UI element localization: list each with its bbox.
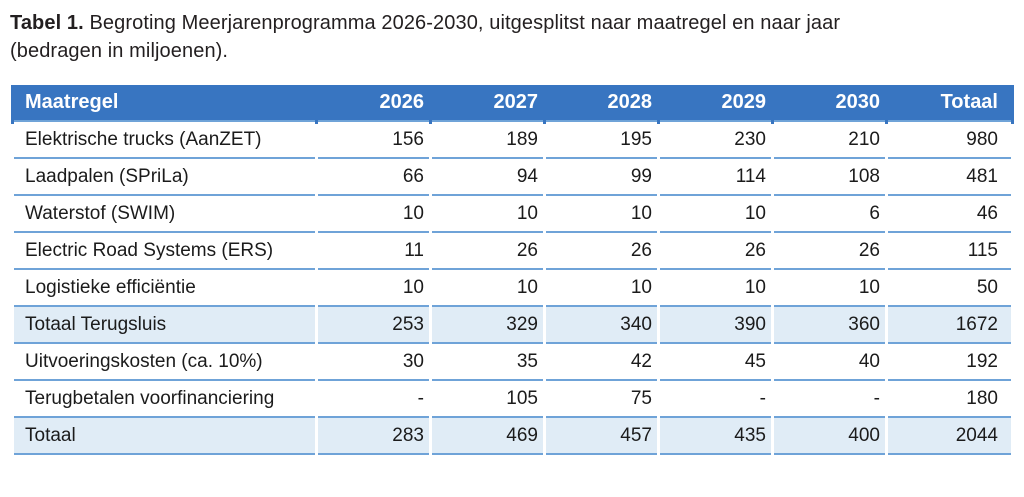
value-cell: 105: [432, 381, 543, 418]
row-label-cell: Elektrische trucks (AanZET): [14, 122, 315, 159]
value-cell: 66: [318, 159, 429, 196]
row-total-cell: 180: [888, 381, 1011, 418]
value-cell: 10: [774, 270, 885, 307]
table-caption: Tabel 1. Begroting Meerjarenprogramma 20…: [10, 9, 1010, 65]
column-header-2026: 2026: [318, 85, 429, 122]
row-label-cell: Totaal Terugsluis: [14, 307, 315, 344]
value-cell: -: [774, 381, 885, 418]
value-cell: 10: [546, 270, 657, 307]
value-cell: 108: [774, 159, 885, 196]
value-cell: 340: [546, 307, 657, 344]
caption-line2: (bedragen in miljoenen).: [10, 40, 229, 62]
value-cell: 10: [660, 270, 771, 307]
value-cell: 10: [660, 196, 771, 233]
table-header-bar: [11, 85, 1014, 124]
value-cell: 11: [318, 233, 429, 270]
value-cell: 26: [774, 233, 885, 270]
row-total-cell: 50: [888, 270, 1011, 307]
value-cell: 6: [774, 196, 885, 233]
value-cell: 45: [660, 344, 771, 381]
value-cell: 26: [432, 233, 543, 270]
value-cell: -: [318, 381, 429, 418]
table-row-electric-road-systems: Electric Road Systems (ERS) 11 26 26 26 …: [14, 233, 1011, 270]
value-cell: 390: [660, 307, 771, 344]
column-header-totaal: Totaal: [888, 85, 1011, 122]
row-label-cell: Waterstof (SWIM): [14, 196, 315, 233]
value-cell: 283: [318, 418, 429, 455]
row-total-cell: 192: [888, 344, 1011, 381]
value-cell: 26: [546, 233, 657, 270]
value-cell: 230: [660, 122, 771, 159]
value-cell: 10: [318, 196, 429, 233]
row-label-cell: Totaal: [14, 418, 315, 455]
value-cell: 156: [318, 122, 429, 159]
table-row-terugbetalen-voorfinanciering: Terugbetalen voorfinanciering - 105 75 -…: [14, 381, 1011, 418]
value-cell: 360: [774, 307, 885, 344]
row-total-cell: 115: [888, 233, 1011, 270]
value-cell: 457: [546, 418, 657, 455]
value-cell: 10: [546, 196, 657, 233]
row-total-cell: 2044: [888, 418, 1011, 455]
table-row-waterstof: Waterstof (SWIM) 10 10 10 10 6 46: [14, 196, 1011, 233]
value-cell: 210: [774, 122, 885, 159]
row-total-cell: 46: [888, 196, 1011, 233]
value-cell: 40: [774, 344, 885, 381]
caption-label: Tabel 1.: [10, 12, 84, 34]
table-row-totaal-terugsluis: Totaal Terugsluis 253 329 340 390 360 16…: [14, 307, 1011, 344]
value-cell: 99: [546, 159, 657, 196]
row-label-cell: Uitvoeringskosten (ca. 10%): [14, 344, 315, 381]
column-header-2027: 2027: [432, 85, 543, 122]
header-row: Maatregel 2026 2027 2028 2029 2030 Totaa…: [14, 85, 1011, 122]
value-cell: 189: [432, 122, 543, 159]
column-header-2029: 2029: [660, 85, 771, 122]
value-cell: -: [660, 381, 771, 418]
value-cell: 114: [660, 159, 771, 196]
table-row-totaal: Totaal 283 469 457 435 400 2044: [14, 418, 1011, 455]
table-row-logistieke-efficientie: Logistieke efficiëntie 10 10 10 10 10 50: [14, 270, 1011, 307]
row-label-cell: Terugbetalen voorfinanciering: [14, 381, 315, 418]
table-row-elektrische-trucks: Elektrische trucks (AanZET) 156 189 195 …: [14, 122, 1011, 159]
row-label-cell: Laadpalen (SPriLa): [14, 159, 315, 196]
value-cell: 253: [318, 307, 429, 344]
value-cell: 10: [432, 270, 543, 307]
budget-table-wrap: Maatregel 2026 2027 2028 2029 2030 Totaa…: [11, 85, 1014, 455]
column-header-2028: 2028: [546, 85, 657, 122]
row-label-cell: Logistieke efficiëntie: [14, 270, 315, 307]
budget-table: Maatregel 2026 2027 2028 2029 2030 Totaa…: [11, 85, 1014, 455]
value-cell: 469: [432, 418, 543, 455]
value-cell: 30: [318, 344, 429, 381]
value-cell: 94: [432, 159, 543, 196]
table-row-laadpalen: Laadpalen (SPriLa) 66 94 99 114 108 481: [14, 159, 1011, 196]
value-cell: 400: [774, 418, 885, 455]
value-cell: 75: [546, 381, 657, 418]
caption-line1: Begroting Meerjarenprogramma 2026-2030, …: [89, 12, 841, 34]
column-header-2030: 2030: [774, 85, 885, 122]
row-total-cell: 980: [888, 122, 1011, 159]
table-row-uitvoeringskosten: Uitvoeringskosten (ca. 10%) 30 35 42 45 …: [14, 344, 1011, 381]
value-cell: 195: [546, 122, 657, 159]
document-page: Tabel 1. Begroting Meerjarenprogramma 20…: [10, 9, 1014, 455]
row-label-cell: Electric Road Systems (ERS): [14, 233, 315, 270]
value-cell: 26: [660, 233, 771, 270]
value-cell: 10: [318, 270, 429, 307]
column-header-maatregel: Maatregel: [14, 85, 315, 122]
value-cell: 435: [660, 418, 771, 455]
value-cell: 329: [432, 307, 543, 344]
row-total-cell: 1672: [888, 307, 1011, 344]
row-total-cell: 481: [888, 159, 1011, 196]
value-cell: 35: [432, 344, 543, 381]
value-cell: 10: [432, 196, 543, 233]
value-cell: 42: [546, 344, 657, 381]
